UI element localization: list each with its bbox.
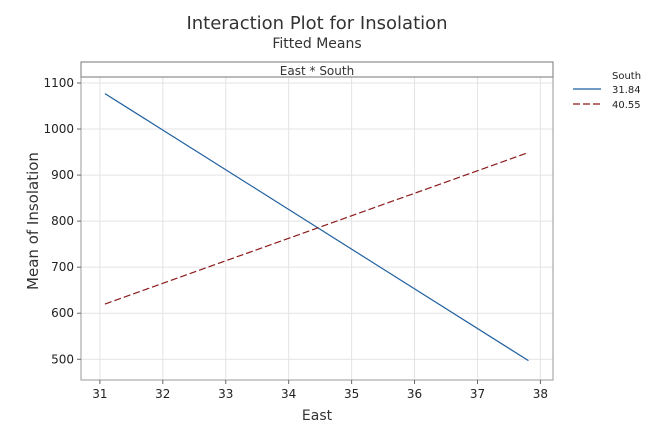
x-tick-label: 38: [533, 387, 548, 401]
x-axis-ticks: 31 32 33 34 35 36 37 38: [92, 380, 548, 401]
y-tick-label: 1100: [43, 76, 74, 90]
y-tick-label: 1000: [43, 122, 74, 136]
x-tick-label: 32: [155, 387, 170, 401]
y-tick-label: 900: [51, 168, 74, 182]
legend-label-40.55: 40.55: [612, 100, 641, 111]
y-tick-label: 800: [51, 214, 74, 228]
series-line-40.55: [104, 151, 529, 305]
grid-lines: [81, 77, 553, 380]
legend-title: South: [612, 71, 641, 82]
x-tick-label: 36: [407, 387, 422, 401]
x-tick-label: 34: [281, 387, 296, 401]
legend: South 31.84 40.55: [573, 71, 641, 111]
x-axis-label: East: [302, 408, 333, 424]
series-lines: [104, 93, 529, 362]
x-tick-label: 37: [470, 387, 485, 401]
panel-strip: [80, 61, 554, 78]
x-tick-label: 31: [92, 387, 107, 401]
x-tick-label: 33: [218, 387, 233, 401]
y-tick-label: 700: [51, 260, 74, 274]
y-tick-label: 600: [51, 306, 74, 320]
chart-title: Interaction Plot for Insolation: [186, 13, 447, 34]
y-tick-label: 500: [51, 352, 74, 366]
y-axis-ticks: 500 600 700 800 900 1000 1100: [43, 76, 81, 366]
y-axis-label: Mean of Insolation: [24, 152, 42, 290]
series-line-31.84: [104, 93, 529, 362]
chart-subtitle: Fitted Means: [272, 36, 361, 52]
legend-label-31.84: 31.84: [612, 85, 641, 96]
x-tick-label: 35: [344, 387, 359, 401]
panel-label: East * South: [280, 64, 354, 78]
